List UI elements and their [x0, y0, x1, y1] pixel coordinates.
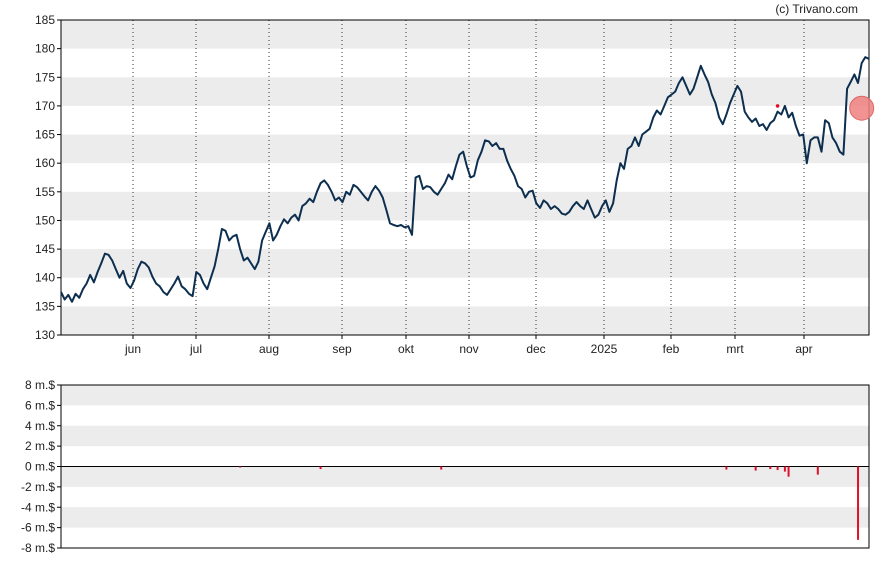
price-plot-frame [60, 19, 870, 336]
price-tick-label: 130 [35, 328, 55, 342]
insider-trade-bar [857, 466, 860, 540]
insider-trade-bar [754, 466, 757, 471]
insider-trading-panel: 8 m.$ 6 m.$ 4 m.$ 2 m.$ 0 m.$ -2 m.$ -4 m.$ -6 … [21, 378, 870, 555]
month-tick-label: feb [663, 342, 680, 356]
volume-band [61, 385, 869, 406]
price-band [61, 191, 869, 221]
month-tick-label: mrt [726, 342, 744, 356]
insider-trade-bar [440, 466, 443, 470]
price-tick-label: 150 [35, 213, 55, 227]
month-tick-label: jun [124, 342, 141, 356]
month-tick-label: okt [398, 342, 415, 356]
price-band [61, 77, 869, 106]
volume-tick-label: 0 m.$ [25, 460, 55, 474]
price-tick-label: 185 [35, 13, 55, 27]
insider-trade-bar [319, 466, 322, 470]
insider-trade-bar [725, 466, 728, 470]
month-tick-label: jul [189, 342, 202, 356]
month-tick-label: aug [259, 342, 279, 356]
volume-tick-label: -6 m.$ [21, 521, 55, 535]
insider-trade-bar [239, 466, 242, 468]
price-band [61, 249, 869, 278]
insider-trade-bar [769, 466, 772, 470]
price-tick-label: 175 [35, 70, 55, 84]
highlight-circle-marker [849, 95, 875, 121]
price-band [61, 306, 869, 335]
price-tick-label: 170 [35, 99, 55, 113]
month-tick-label: sep [332, 342, 352, 356]
volume-band [61, 466, 869, 487]
insider-trade-dot [775, 104, 780, 108]
insider-trade-bar [816, 466, 819, 475]
price-panel: 130 135 140 145 150 155 160 165 170 175 180 185 jun j… [35, 13, 875, 356]
volume-band [61, 507, 869, 528]
volume-band [61, 425, 869, 447]
month-tick-label: apr [795, 342, 812, 356]
price-band [61, 20, 869, 49]
price-tick-label: 160 [35, 156, 55, 170]
copyright-credit: (c) Trivano.com [775, 2, 858, 16]
price-tick-label: 155 [35, 185, 55, 199]
insider-trade-bar [783, 466, 786, 472]
month-tick-label: nov [459, 342, 478, 356]
volume-tick-label: 8 m.$ [25, 378, 55, 392]
insider-trade-bar [776, 466, 779, 471]
volume-tick-label: -8 m.$ [21, 541, 55, 555]
price-tick-label: 180 [35, 42, 55, 56]
price-line [60, 56, 870, 303]
volume-tick-label: 6 m.$ [25, 398, 55, 412]
volume-tick-label: 4 m.$ [25, 419, 55, 433]
month-tick-label: dec [526, 342, 545, 356]
price-tick-label: 165 [35, 128, 55, 142]
volume-tick-label: -2 m.$ [21, 480, 55, 494]
price-tick-label: 145 [35, 242, 55, 256]
price-tick-label: 140 [35, 271, 55, 285]
volume-tick-label: -4 m.$ [21, 500, 55, 514]
price-tick-label: 135 [35, 299, 55, 313]
month-tick-label: 2025 [591, 342, 618, 356]
volume-tick-label: 2 m.$ [25, 439, 55, 453]
insider-trade-bar [787, 466, 790, 477]
